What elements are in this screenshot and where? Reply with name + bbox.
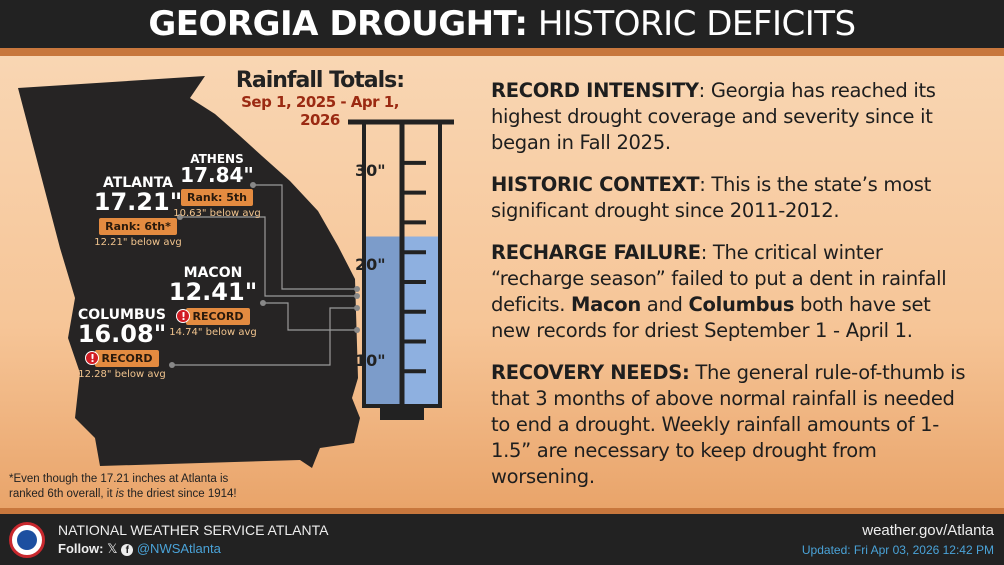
follow-row: Follow: 𝕏 f @NWSAtlanta <box>58 541 221 557</box>
below-avg: 12.21" below avg <box>94 237 182 248</box>
below-avg: 14.74" below avg <box>169 327 257 338</box>
below-avg: 12.28" below avg <box>78 369 166 380</box>
georgia-silhouette <box>18 76 360 468</box>
nws-logo-icon <box>9 522 45 558</box>
city-name: ATLANTA <box>102 175 174 191</box>
tick-20: 20" <box>355 255 386 274</box>
footnote-line1: *Even though the 17.21 inches at Atlanta… <box>9 473 229 485</box>
point-text: both have set new records for driest Sep… <box>491 293 931 342</box>
city-atlanta: ATLANTA 17.21" Rank: 6th* 12.21" below a… <box>88 176 188 248</box>
footer: NATIONAL WEATHER SERVICE ATLANTA Follow:… <box>0 514 1004 565</box>
point-text: and <box>640 293 689 316</box>
follow-label: Follow: <box>58 541 104 556</box>
city-name: COLUMBUS <box>77 307 167 323</box>
point-text: : The critical winter “recharge season” … <box>491 241 947 316</box>
facebook-icon[interactable]: f <box>121 544 134 556</box>
rainfall-heading: Rainfall Totals: Sep 1, 2025 - Apr 1, 20… <box>220 68 420 129</box>
point-text: : This is the state’s most significant d… <box>491 173 931 222</box>
rainfall-title: Rainfall Totals: <box>235 68 405 93</box>
city-name: ATHENS <box>190 152 244 166</box>
point-head: HISTORIC CONTEXT <box>491 173 700 196</box>
city-columbus: COLUMBUS 16.08" ! RECORD 12.28" below avg <box>72 308 172 380</box>
point-recovery-needs: RECOVERY NEEDS: The general rule-of-thum… <box>491 360 971 490</box>
social-handle-link[interactable]: @NWSAtlanta <box>136 541 221 556</box>
rank-badge: Rank: 6th* <box>99 218 177 235</box>
macon-bold: Macon <box>571 293 641 316</box>
x-icon[interactable]: 𝕏 <box>107 541 118 556</box>
point-text: : Georgia has reached its highest drough… <box>491 79 936 154</box>
fn-b: the driest since 1914! <box>124 488 237 500</box>
city-total: 12.41" <box>168 278 258 306</box>
point-head: RECORD INTENSITY <box>491 79 699 102</box>
record-badge: RECORD <box>186 308 250 325</box>
infographic-body: Rainfall Totals: Sep 1, 2025 - Apr 1, 20… <box>0 48 1004 514</box>
record-alert-icon: ! <box>85 350 100 365</box>
fn-em: is <box>115 488 125 500</box>
city-total: 17.84" <box>180 163 254 187</box>
city-athens: ATHENS 17.84" Rank: 5th 10.63" below avg <box>172 153 262 219</box>
point-head: RECHARGE FAILURE <box>491 241 701 264</box>
org-name: NATIONAL WEATHER SERVICE ATLANTA <box>58 522 329 538</box>
record-alert-icon: ! <box>176 308 191 323</box>
connector-lines <box>172 184 357 366</box>
title-rest: HISTORIC DEFICITS <box>527 4 856 44</box>
point-text: The general rule-of-thumb is that 3 mont… <box>491 361 966 488</box>
rainfall-period: Sep 1, 2025 - Apr 1, 2026 <box>241 93 399 129</box>
city-name: MACON <box>183 265 243 281</box>
rain-gauge <box>348 119 454 420</box>
point-recharge-failure: RECHARGE FAILURE: The critical winter “r… <box>491 240 971 344</box>
point-head: RECOVERY NEEDS: <box>491 361 690 384</box>
website-link[interactable]: weather.gov/Atlanta <box>862 522 994 539</box>
columbus-bold: Columbus <box>688 293 795 316</box>
updated-timestamp: Updated: Fri Apr 03, 2026 12:42 PM <box>801 543 994 557</box>
tick-30: 30" <box>355 161 386 180</box>
footnote: *Even though the 17.21 inches at Atlanta… <box>9 472 237 502</box>
title-bold: GEORGIA DROUGHT: <box>148 4 528 44</box>
georgia-map <box>18 76 454 468</box>
rank-badge: Rank: 5th <box>180 189 253 206</box>
page-title: GEORGIA DROUGHT: HISTORIC DEFICITS <box>0 0 1004 48</box>
below-avg: 10.63" below avg <box>173 208 261 219</box>
city-total: 16.08" <box>77 320 167 348</box>
tick-10: 10" <box>355 351 386 370</box>
footnote-line2: ranked 6th overall, it is the driest sin… <box>9 487 237 502</box>
city-total: 17.21" <box>93 188 183 216</box>
record-badge: RECORD <box>95 350 159 367</box>
point-record-intensity: RECORD INTENSITY: Georgia has reached it… <box>491 78 971 156</box>
fn-a: ranked 6th overall, it <box>9 488 116 500</box>
point-historic-context: HISTORIC CONTEXT: This is the state’s mo… <box>491 172 971 224</box>
city-macon: MACON 12.41" ! RECORD 14.74" below avg <box>168 266 258 338</box>
key-points: RECORD INTENSITY: Georgia has reached it… <box>491 78 971 506</box>
